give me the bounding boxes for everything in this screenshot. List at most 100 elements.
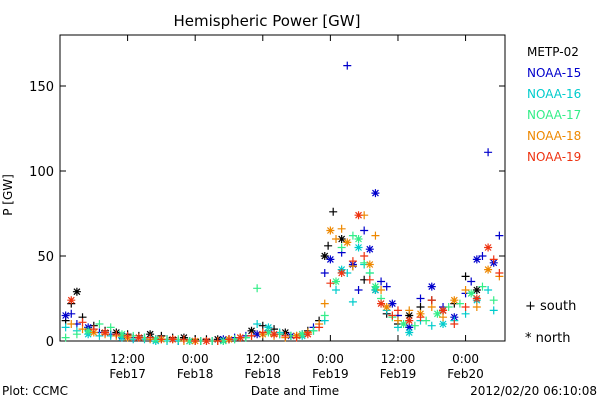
data-point xyxy=(61,333,70,342)
x-tick-label-time: 0:00 xyxy=(452,352,479,366)
x-tick-label-time: 12:00 xyxy=(245,352,280,366)
data-point xyxy=(292,333,301,342)
data-point xyxy=(377,299,386,308)
x-tick-label-time: 12:00 xyxy=(381,352,416,366)
data-point xyxy=(95,331,104,340)
x-axis-label: Date and Time xyxy=(251,384,339,398)
legend-entry: NOAA-15 xyxy=(527,66,581,80)
data-point xyxy=(360,226,369,235)
data-point xyxy=(410,321,419,330)
data-point xyxy=(439,320,448,328)
data-point xyxy=(427,282,436,291)
x-tick-label-date: Feb18 xyxy=(177,367,214,381)
data-point xyxy=(484,286,493,294)
data-point xyxy=(495,269,504,277)
data-point xyxy=(382,282,391,291)
data-point xyxy=(78,318,87,327)
data-point xyxy=(399,320,408,328)
data-point xyxy=(472,286,481,294)
data-point xyxy=(484,265,493,274)
data-point xyxy=(427,321,436,330)
data-point xyxy=(348,231,357,240)
data-point xyxy=(343,61,352,70)
data-point xyxy=(247,331,256,340)
data-point xyxy=(332,277,341,286)
data-point xyxy=(377,277,386,286)
data-point xyxy=(354,286,363,294)
data-point xyxy=(337,224,346,233)
y-tick-label: 150 xyxy=(29,80,54,95)
data-point xyxy=(329,207,338,216)
data-point xyxy=(439,313,448,322)
data-point xyxy=(354,235,363,243)
x-tick-label-time: 12:00 xyxy=(110,352,145,366)
data-point xyxy=(377,286,386,294)
data-point xyxy=(444,303,453,311)
data-point xyxy=(461,303,470,311)
legend-entry: NOAA-19 xyxy=(527,150,581,164)
legend-entry: NOAA-18 xyxy=(527,129,581,143)
data-point xyxy=(337,235,346,243)
data-point xyxy=(151,335,160,344)
y-axis-label: P [GW] xyxy=(1,174,15,216)
data-point xyxy=(365,245,374,254)
data-point xyxy=(264,323,273,332)
data-point xyxy=(371,231,380,240)
data-point xyxy=(360,258,369,267)
plot-frame xyxy=(59,34,506,342)
data-point xyxy=(213,337,222,345)
legend-entry: NOAA-17 xyxy=(527,108,581,122)
data-point xyxy=(112,330,121,339)
data-point xyxy=(360,252,369,260)
data-point xyxy=(185,337,194,345)
data-point xyxy=(134,333,143,342)
data-point xyxy=(191,337,200,345)
data-point xyxy=(365,269,374,277)
data-point xyxy=(123,331,132,340)
data-point xyxy=(450,320,459,328)
data-point xyxy=(405,323,414,332)
data-point xyxy=(258,328,267,337)
data-point xyxy=(326,279,335,288)
data-point xyxy=(320,299,329,308)
data-point xyxy=(478,252,487,260)
data-point xyxy=(371,282,380,291)
data-point xyxy=(332,286,341,294)
data-point xyxy=(320,269,329,277)
data-point xyxy=(348,257,357,266)
data-point xyxy=(405,306,414,315)
data-point xyxy=(388,311,397,320)
data-point xyxy=(320,311,329,320)
data-point xyxy=(489,255,498,264)
data-point xyxy=(89,325,98,334)
data-point xyxy=(303,330,312,339)
data-point xyxy=(354,211,363,220)
data-point xyxy=(219,337,228,345)
legend: METP-02 NOAA-15 NOAA-16 NOAA-17 NOAA-18 NOAA-… xyxy=(527,45,581,164)
data-point xyxy=(439,306,448,315)
data-point xyxy=(393,316,402,325)
data-point xyxy=(236,333,245,342)
data-point xyxy=(146,333,155,342)
plot-credit: Plot: CCMC xyxy=(2,384,68,398)
data-point xyxy=(416,313,425,322)
x-axis: 12:00Feb170:00Feb1812:00Feb180:00Feb1912… xyxy=(109,35,484,381)
data-point xyxy=(472,303,481,311)
data-point xyxy=(472,294,481,303)
data-point xyxy=(405,328,414,337)
data-point xyxy=(337,269,346,277)
data-point xyxy=(416,294,425,303)
data-point xyxy=(247,326,256,335)
symbol-legend-entry: + south xyxy=(525,299,576,314)
data-point xyxy=(365,260,374,269)
data-point xyxy=(309,326,318,335)
data-point xyxy=(61,311,70,320)
data-point xyxy=(324,241,333,250)
plot-timestamp: 2012/02/20 06:10:08 xyxy=(470,384,597,398)
data-point xyxy=(461,309,470,318)
data-point xyxy=(455,299,464,308)
legend-entry: METP-02 xyxy=(527,45,579,59)
data-point xyxy=(489,306,498,315)
data-point xyxy=(253,330,262,339)
